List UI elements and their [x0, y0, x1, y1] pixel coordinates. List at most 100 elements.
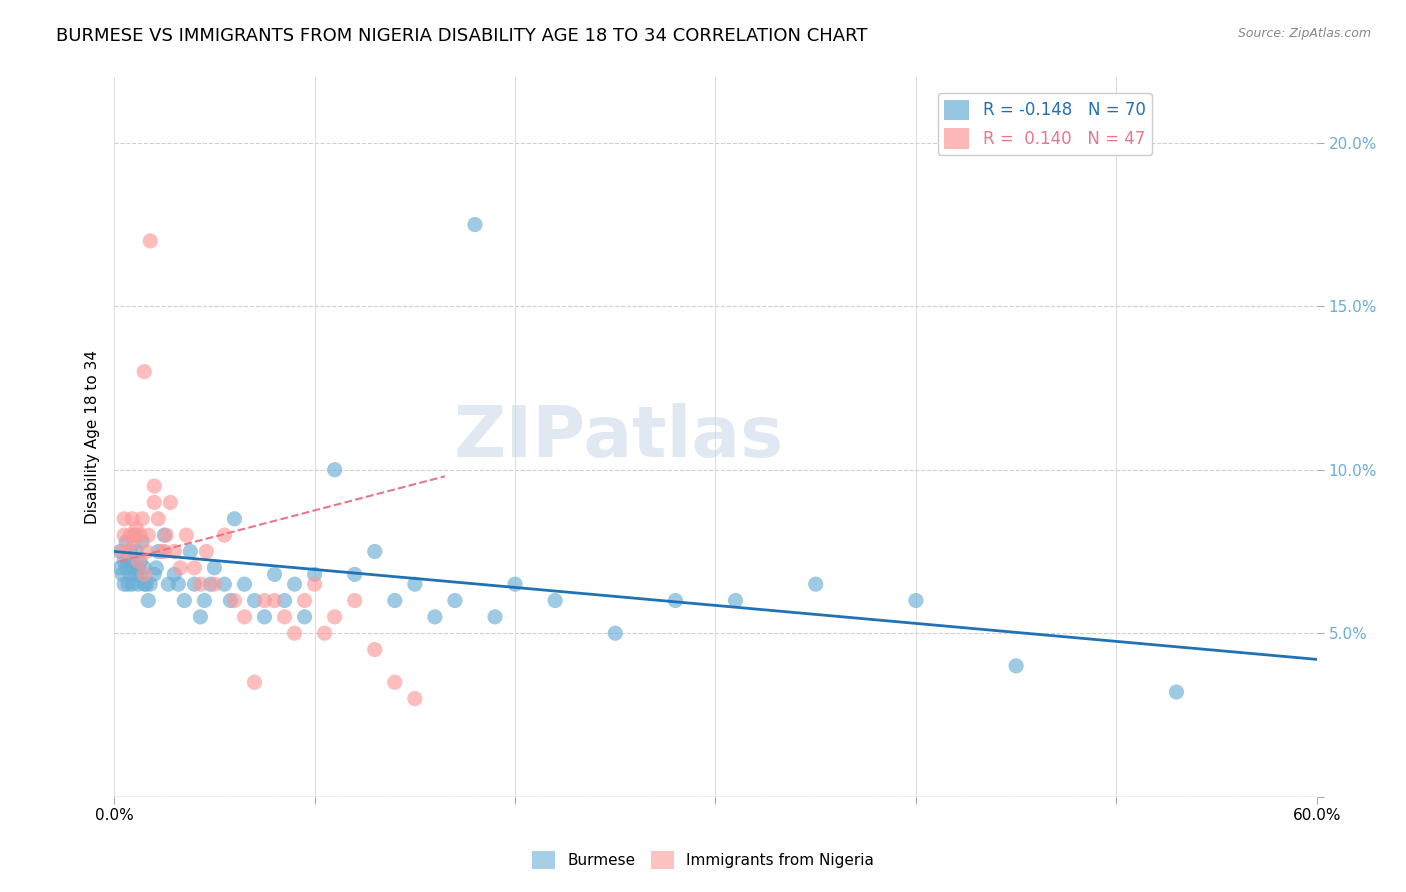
Point	[214, 577, 236, 591]
Point	[129, 554, 152, 568]
Point	[904, 593, 927, 607]
Point	[143, 567, 166, 582]
Point	[173, 593, 195, 607]
Point	[148, 544, 170, 558]
Point	[323, 610, 346, 624]
Point	[120, 544, 142, 558]
Point	[214, 528, 236, 542]
Point	[135, 577, 157, 591]
Point	[125, 567, 148, 582]
Point	[136, 528, 159, 542]
Point	[112, 528, 135, 542]
Point	[233, 610, 256, 624]
Point	[145, 561, 167, 575]
Point	[484, 610, 506, 624]
Point	[804, 577, 827, 591]
Point	[136, 593, 159, 607]
Point	[155, 528, 177, 542]
Point	[273, 610, 295, 624]
Point	[117, 551, 139, 566]
Point	[224, 512, 246, 526]
Point	[111, 567, 134, 582]
Point	[125, 522, 148, 536]
Point	[143, 495, 166, 509]
Point	[167, 577, 190, 591]
Point	[444, 593, 467, 607]
Point	[121, 561, 143, 575]
Point	[153, 544, 176, 558]
Point	[129, 567, 152, 582]
Point	[304, 567, 326, 582]
Point	[294, 593, 316, 607]
Point	[121, 577, 143, 591]
Point	[384, 675, 406, 690]
Point	[112, 554, 135, 568]
Point	[134, 561, 156, 575]
Point	[464, 218, 486, 232]
Point	[294, 610, 316, 624]
Point	[148, 512, 170, 526]
Point	[153, 528, 176, 542]
Point	[134, 577, 156, 591]
Point	[134, 567, 156, 582]
Point	[263, 593, 285, 607]
Legend: R = -0.148   N = 70, R =  0.140   N = 47: R = -0.148 N = 70, R = 0.140 N = 47	[938, 93, 1152, 155]
Point	[120, 567, 142, 582]
Point	[219, 593, 242, 607]
Point	[122, 528, 145, 542]
Point	[117, 544, 139, 558]
Point	[135, 544, 157, 558]
Point	[503, 577, 526, 591]
Point	[179, 544, 201, 558]
Point	[183, 577, 205, 591]
Point	[224, 593, 246, 607]
Point	[143, 479, 166, 493]
Text: Source: ZipAtlas.com: Source: ZipAtlas.com	[1237, 27, 1371, 40]
Point	[183, 561, 205, 575]
Point	[131, 534, 153, 549]
Point	[163, 544, 186, 558]
Point	[125, 544, 148, 558]
Legend: Burmese, Immigrants from Nigeria: Burmese, Immigrants from Nigeria	[526, 845, 880, 875]
Point	[233, 577, 256, 591]
Point	[159, 495, 181, 509]
Point	[404, 577, 426, 591]
Point	[284, 577, 307, 591]
Point	[139, 577, 162, 591]
Point	[263, 567, 285, 582]
Point	[193, 593, 215, 607]
Point	[139, 234, 162, 248]
Point	[163, 567, 186, 582]
Point	[108, 544, 131, 558]
Point	[190, 577, 212, 591]
Point	[169, 561, 191, 575]
Point	[115, 561, 138, 575]
Point	[157, 577, 180, 591]
Text: BURMESE VS IMMIGRANTS FROM NIGERIA DISABILITY AGE 18 TO 34 CORRELATION CHART: BURMESE VS IMMIGRANTS FROM NIGERIA DISAB…	[56, 27, 868, 45]
Text: ZIPatlas: ZIPatlas	[454, 402, 785, 472]
Point	[664, 593, 686, 607]
Point	[176, 528, 198, 542]
Point	[304, 577, 326, 591]
Point	[364, 544, 387, 558]
Point	[423, 610, 446, 624]
Point	[364, 642, 387, 657]
Point	[200, 577, 222, 591]
Point	[384, 593, 406, 607]
Y-axis label: Disability Age 18 to 34: Disability Age 18 to 34	[86, 350, 100, 524]
Point	[127, 561, 149, 575]
Point	[117, 577, 139, 591]
Point	[150, 544, 173, 558]
Point	[108, 561, 131, 575]
Point	[120, 528, 142, 542]
Point	[1005, 659, 1028, 673]
Point	[190, 610, 212, 624]
Point	[127, 577, 149, 591]
Point	[202, 577, 225, 591]
Point	[544, 593, 567, 607]
Point	[314, 626, 336, 640]
Point	[112, 512, 135, 526]
Point	[243, 593, 266, 607]
Point	[404, 691, 426, 706]
Point	[121, 512, 143, 526]
